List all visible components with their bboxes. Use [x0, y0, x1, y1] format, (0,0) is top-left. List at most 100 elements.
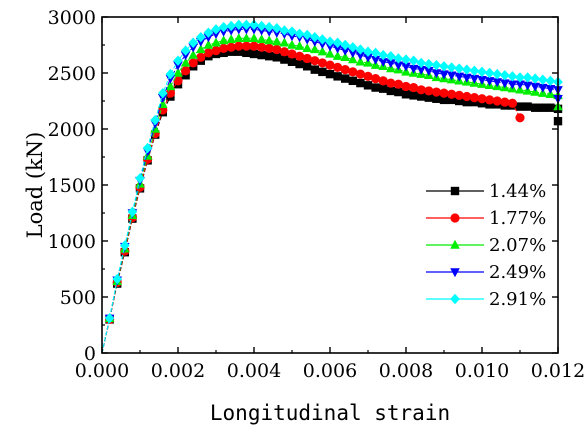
- data-point: [523, 102, 532, 111]
- data-point: [355, 69, 365, 79]
- data-point: [355, 44, 366, 55]
- data-point: [294, 28, 305, 39]
- data-point: [370, 47, 381, 59]
- data-point: [279, 25, 290, 36]
- y-tick-label: 1500: [48, 175, 96, 197]
- data-point: [256, 34, 267, 44]
- data-point: [317, 46, 328, 56]
- data-point: [355, 51, 366, 61]
- data-point: [203, 48, 213, 58]
- data-point: [234, 47, 243, 56]
- data-point: [485, 95, 495, 105]
- legend-label: 2.49%: [489, 262, 546, 283]
- data-point: [188, 49, 198, 59]
- data-point: [371, 83, 380, 92]
- y-axis-title: Load (kN): [23, 132, 47, 239]
- data-point: [249, 49, 259, 59]
- data-point: [401, 62, 411, 72]
- data-point: [295, 59, 304, 69]
- data-point: [386, 86, 395, 96]
- data-point: [477, 94, 487, 104]
- data-point: [492, 68, 502, 80]
- data-point: [462, 97, 471, 107]
- data-point: [469, 74, 480, 84]
- data-point: [446, 71, 457, 81]
- data-point: [477, 76, 487, 85]
- data-point: [272, 28, 282, 38]
- data-point: [379, 84, 388, 93]
- data-point: [447, 95, 456, 105]
- data-point: [310, 37, 320, 47]
- series-2: [101, 41, 525, 354]
- data-point: [181, 66, 191, 76]
- data-point: [241, 25, 252, 35]
- data-point: [287, 32, 297, 42]
- data-point: [264, 43, 274, 53]
- data-point: [112, 273, 122, 285]
- data-point: [370, 55, 381, 65]
- data-point: [165, 81, 176, 91]
- data-point: [348, 76, 357, 86]
- data-point: [249, 19, 259, 31]
- data-point: [492, 96, 502, 106]
- data-point: [507, 80, 518, 90]
- data-point: [318, 67, 327, 77]
- data-point: [257, 50, 266, 60]
- data-point: [241, 41, 251, 51]
- data-point: [538, 83, 548, 93]
- data-point: [317, 34, 328, 45]
- data-point: [424, 58, 434, 70]
- data-point: [234, 41, 244, 51]
- data-point: [310, 56, 320, 66]
- data-point: [257, 42, 267, 52]
- data-point: [417, 92, 426, 101]
- data-point: [188, 58, 198, 68]
- data-point: [302, 29, 312, 41]
- data-point: [325, 42, 335, 52]
- data-point: [165, 74, 176, 84]
- data-point: [158, 93, 168, 103]
- data-point: [507, 71, 518, 82]
- data-point: [378, 58, 388, 67]
- data-point: [218, 35, 229, 45]
- data-point: [294, 40, 305, 50]
- legend-item: 2.49%: [426, 262, 546, 283]
- data-point: [340, 46, 350, 56]
- data-point: [348, 49, 358, 59]
- data-point: [135, 173, 145, 184]
- legend-marker: [450, 239, 460, 249]
- data-point: [484, 67, 495, 79]
- data-point: [439, 95, 449, 105]
- data-point: [401, 81, 411, 92]
- data-point: [127, 206, 138, 218]
- data-point: [310, 31, 320, 43]
- data-point: [363, 46, 373, 57]
- data-point: [355, 56, 366, 66]
- legend-item: 1.44%: [426, 181, 546, 202]
- legend-label: 2.07%: [489, 235, 546, 256]
- data-point: [424, 86, 434, 96]
- data-point: [538, 74, 548, 85]
- y-tick-label: 0: [84, 343, 96, 365]
- y-tick-label: 500: [60, 287, 96, 309]
- data-point: [348, 67, 358, 77]
- data-point: [439, 61, 449, 72]
- data-point: [462, 73, 472, 83]
- data-point: [356, 78, 365, 88]
- data-point: [393, 61, 404, 71]
- data-point: [371, 74, 381, 84]
- data-point: [279, 47, 289, 57]
- data-point: [120, 240, 130, 251]
- data-point: [196, 37, 206, 47]
- data-point: [333, 62, 343, 72]
- data-point: [325, 36, 335, 47]
- data-point: [500, 70, 510, 81]
- data-point: [393, 79, 403, 89]
- data-point: [203, 27, 214, 38]
- data-point: [401, 54, 411, 65]
- y-tick-label: 2500: [48, 63, 96, 85]
- data-point: [431, 87, 441, 97]
- data-point: [515, 102, 525, 111]
- data-point: [287, 39, 297, 49]
- data-point: [234, 19, 244, 31]
